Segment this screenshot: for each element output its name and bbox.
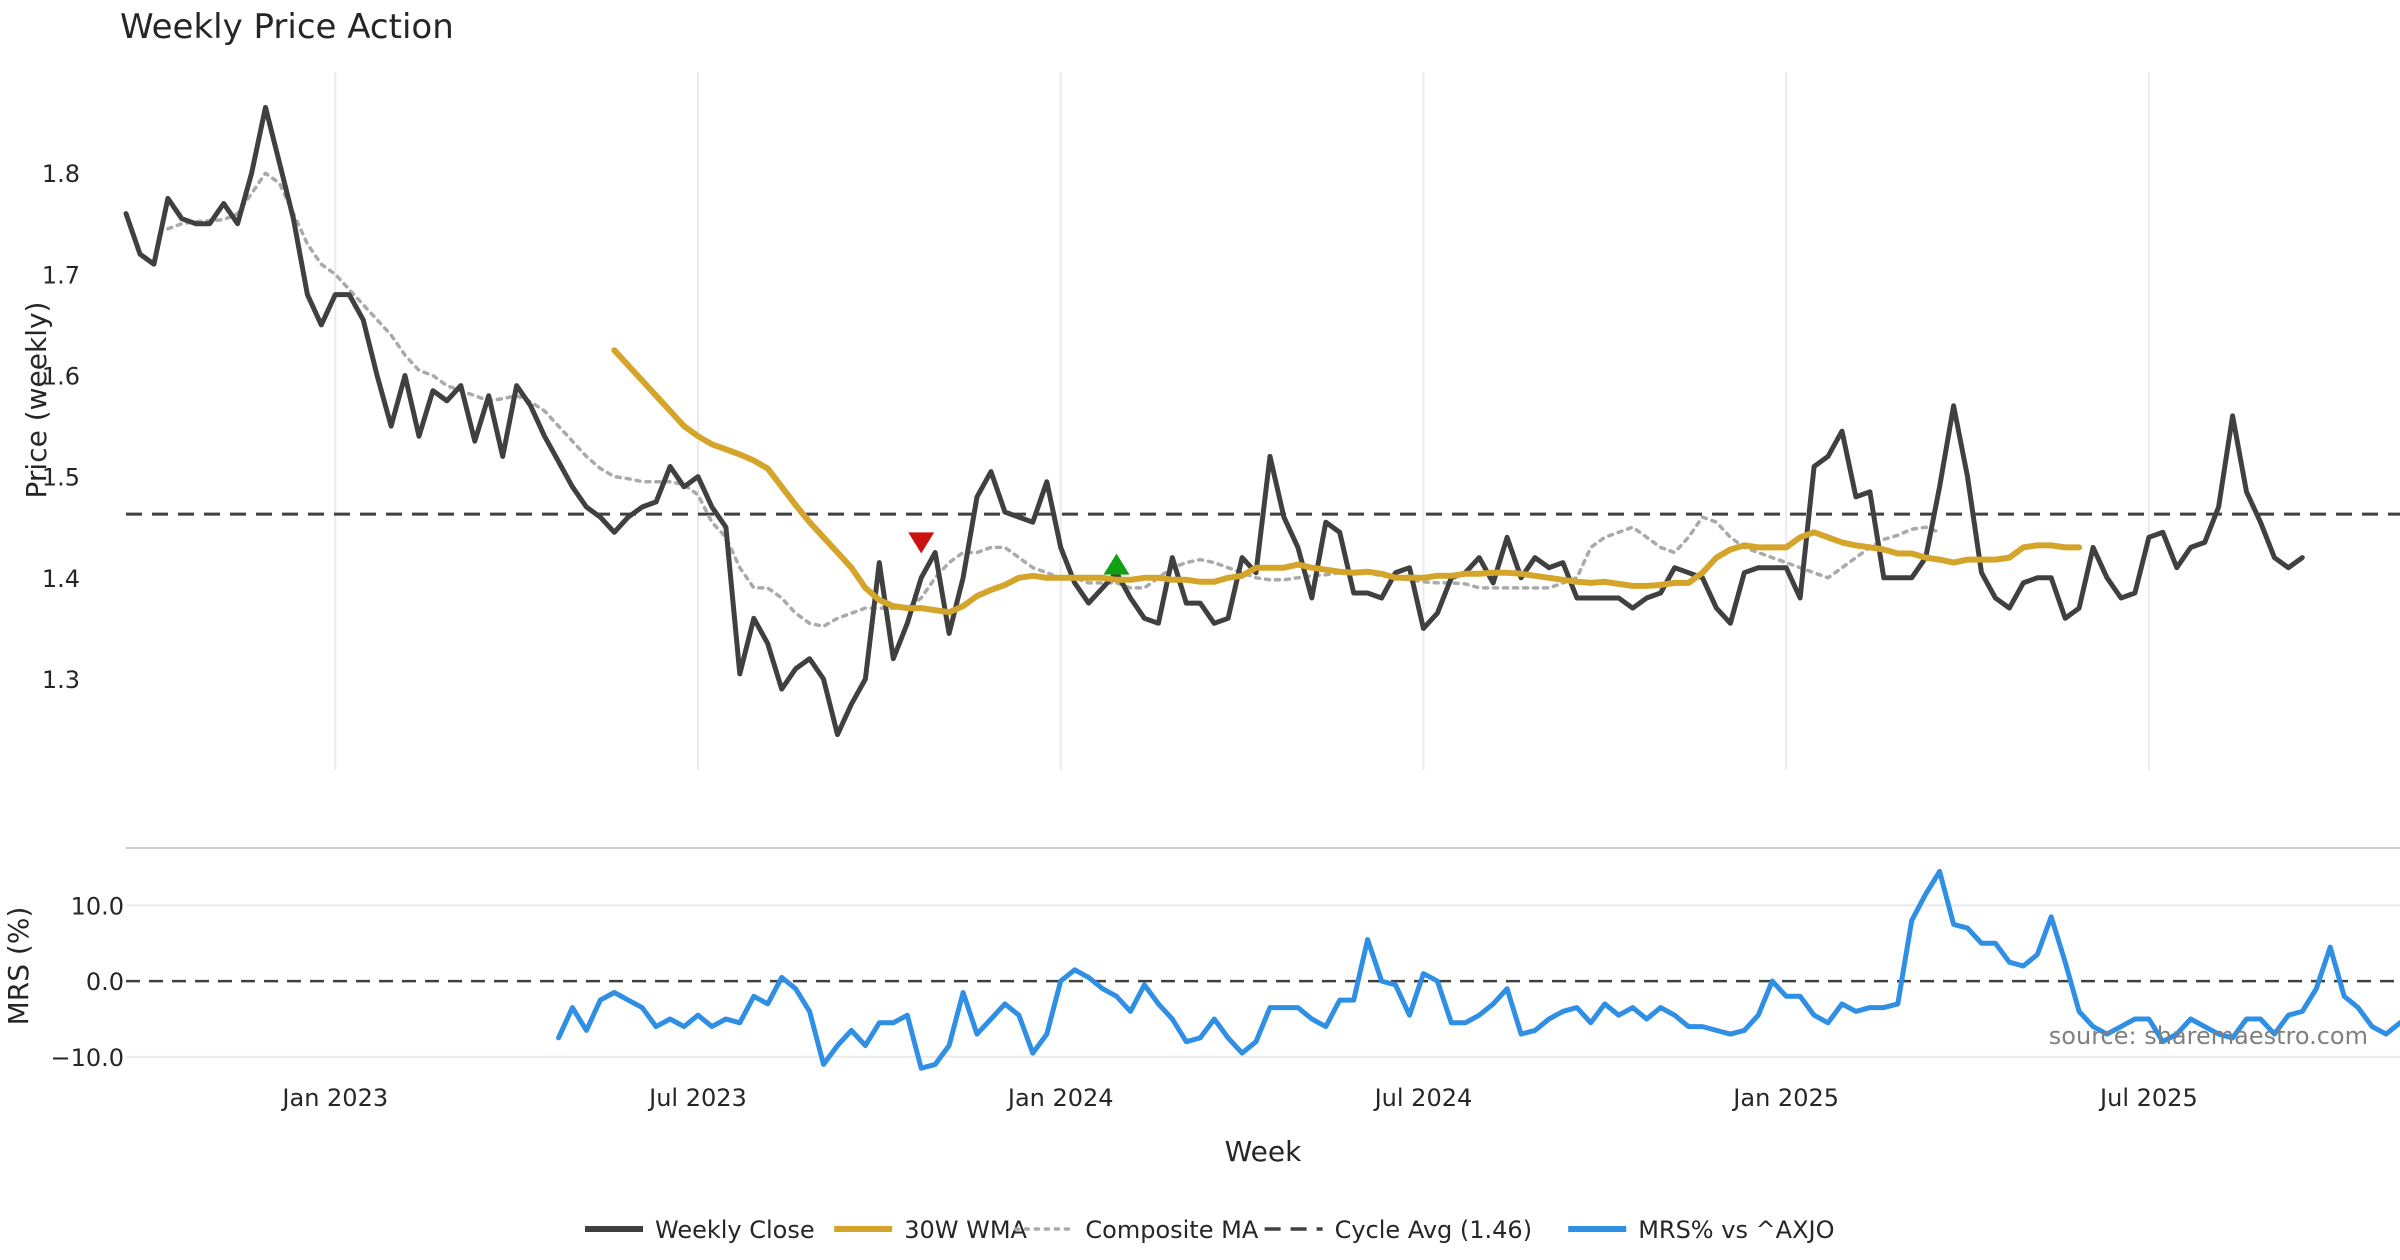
legend-item-0: Weekly Close [585,1216,815,1244]
source-text: source: sharemaestro.com [2049,1022,2368,1050]
legend-label: MRS% vs ^AXJO [1638,1216,1834,1244]
price-y-tick-label: 1.7 [42,261,80,289]
legend-item-3: Cycle Avg (1.46) [1264,1216,1532,1244]
legend-label: 30W WMA [904,1216,1027,1244]
mrs-y-tick-label: −10.0 [50,1044,124,1072]
chart-title: Weekly Price Action [120,7,454,47]
composite-ma-line [166,171,1942,629]
mrs-gridlines [126,904,2400,1058]
legend-label: Cycle Avg (1.46) [1335,1216,1532,1244]
legend-item-4: MRS% vs ^AXJO [1568,1216,1835,1244]
sell-signal-marker [908,532,935,554]
mrs-y-ticks: −10.0 0.0 10.0 [50,892,124,1071]
price-y-tick-label: 1.5 [42,464,80,492]
price-y-ticks: 1.3 1.4 1.5 1.6 1.7 1.8 [42,160,80,694]
legend-item-2: Composite MA [1013,1216,1259,1244]
mrs-y-label: MRS (%) [2,907,35,1026]
x-tick-label: Jan 2023 [280,1084,388,1112]
price-y-label: Price (weekly) [20,302,53,499]
signal-markers [908,532,1130,575]
x-tick-label: Jul 2025 [2098,1084,2198,1112]
legend: Weekly Close 30W WMA Composite MA Cycle Avg… [585,1216,1835,1244]
buy-signal-marker [1103,553,1130,575]
legend-label: Weekly Close [655,1216,815,1244]
x-tick-label: Jul 2023 [647,1084,747,1112]
x-ticks: Jan 2023 Jul 2023 Jan 2024 Jul 2024 Jan 2025… [280,1084,2197,1112]
x-axis-label: Week [1225,1135,1302,1168]
x-tick-label: Jul 2024 [1373,1084,1473,1112]
price-series-group [123,104,2400,738]
x-tick-label: Jan 2024 [1006,1084,1114,1112]
mrs-series-group [556,868,2400,1071]
wma-line [611,347,2083,616]
mrs-line [556,868,2400,1071]
mrs-y-tick-label: 10.0 [71,892,124,920]
price-y-tick-label: 1.8 [42,160,80,188]
price-gridlines [334,72,2150,770]
legend-item-1: 30W WMA [834,1216,1028,1244]
price-y-tick-label: 1.6 [42,362,80,390]
price-y-tick-label: 1.3 [42,666,80,694]
weekly-close-line [123,104,2305,738]
price-y-tick-label: 1.4 [42,565,80,593]
mrs-y-tick-label: 0.0 [86,968,124,996]
legend-label: Composite MA [1085,1216,1258,1244]
x-tick-label: Jan 2025 [1731,1084,1839,1112]
